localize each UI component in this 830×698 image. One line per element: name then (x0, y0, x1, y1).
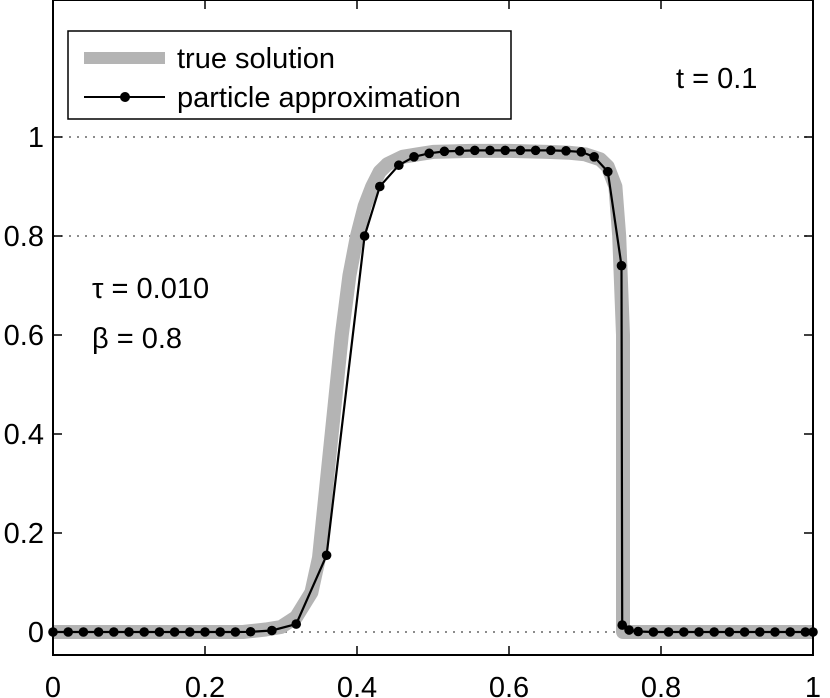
y-tick-label: 0 (28, 617, 44, 649)
particle-point (616, 260, 627, 271)
particle-point (770, 627, 780, 637)
y-tick-label: 0.8 (4, 221, 44, 253)
particle-point (154, 627, 165, 637)
particle-point (624, 625, 634, 635)
particle-point (267, 625, 277, 636)
plot-frame (52, 0, 814, 656)
axis-ticks: 0 0.2 0.4 0.6 0.8 1 0 0.2 0.4 0.6 0.8 1 (4, 0, 821, 698)
particle-point (785, 627, 795, 637)
time-annotation: t = 0.1 (676, 63, 757, 95)
particle-point (291, 619, 302, 629)
particle-point (359, 231, 370, 241)
particle-point (603, 166, 613, 177)
x-tick-label: 0.6 (489, 672, 529, 698)
particle-point (63, 627, 73, 637)
beta-annotation: β = 0.8 (92, 323, 182, 355)
particle-point (93, 627, 104, 637)
particle-point (755, 627, 765, 637)
particle-point (546, 145, 556, 156)
particle-point (409, 152, 419, 162)
legend: true solution particle approximation (67, 30, 512, 120)
particle-point (439, 146, 450, 157)
legend-true-solution-label: true solution (177, 43, 335, 75)
particle-point (663, 627, 674, 637)
legend-particle-label: particle approximation (177, 82, 461, 114)
particle-point (739, 627, 750, 637)
y-tick-label: 0.2 (4, 518, 44, 550)
particle-point (394, 160, 404, 171)
y-tick-label: 1 (28, 122, 44, 154)
particle-point (139, 627, 149, 637)
particle-point (375, 181, 385, 192)
particle-point (679, 627, 689, 637)
particle-point (78, 627, 89, 637)
particle-point (648, 627, 659, 637)
particle-point (530, 145, 541, 156)
x-tick-label: 0.8 (641, 672, 681, 698)
particle-point (589, 152, 599, 162)
particle-point (515, 145, 526, 156)
particle-point (454, 146, 465, 156)
particle-point (321, 550, 332, 561)
particle-point (245, 626, 256, 637)
legend-particle-marker (120, 92, 130, 102)
x-tick-label: 0 (45, 672, 61, 698)
particle-point (185, 627, 195, 637)
x-tick-label: 0.4 (337, 672, 377, 698)
x-tick-label: 1 (805, 672, 821, 698)
y-tick-label: 0.4 (4, 419, 44, 451)
particle-point (230, 627, 241, 637)
particle-point (561, 146, 571, 156)
particle-point (109, 627, 119, 637)
series-layer (48, 143, 818, 639)
particle-point (633, 626, 643, 637)
y-tick-label: 0.6 (4, 320, 44, 352)
legend-box (67, 30, 512, 120)
particle-point (424, 148, 435, 159)
particle-point (169, 627, 180, 637)
particle-point (200, 627, 210, 637)
particle-point (694, 627, 704, 637)
particle-point (724, 627, 735, 637)
particle-point (215, 627, 225, 637)
series-true-solution (53, 143, 813, 639)
particle-point (576, 147, 586, 157)
particle-point (617, 620, 628, 630)
particle-point (124, 627, 134, 637)
x-tick-label: 0.2 (185, 672, 225, 698)
particle-point (470, 145, 480, 156)
particle-point (485, 145, 495, 156)
tau-annotation: τ = 0.010 (92, 273, 209, 305)
particle-point (500, 145, 511, 156)
particle-point (709, 627, 719, 637)
